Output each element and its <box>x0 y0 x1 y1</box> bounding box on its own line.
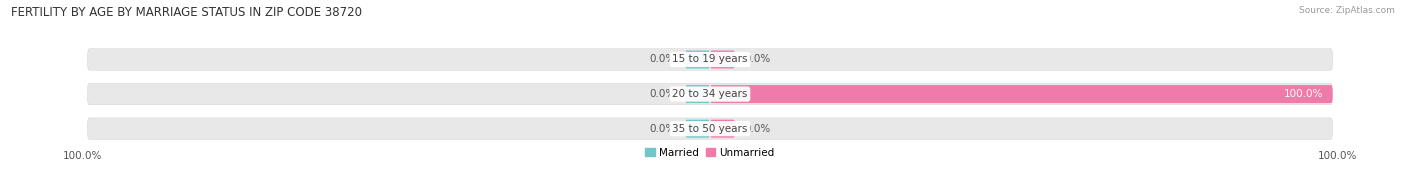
FancyBboxPatch shape <box>710 120 735 138</box>
FancyBboxPatch shape <box>685 120 710 138</box>
Text: 0.0%: 0.0% <box>650 54 676 64</box>
Text: FERTILITY BY AGE BY MARRIAGE STATUS IN ZIP CODE 38720: FERTILITY BY AGE BY MARRIAGE STATUS IN Z… <box>11 6 363 19</box>
Text: 100.0%: 100.0% <box>1284 89 1323 99</box>
FancyBboxPatch shape <box>87 83 1333 105</box>
Text: 0.0%: 0.0% <box>744 124 770 134</box>
FancyBboxPatch shape <box>87 118 1333 139</box>
Text: 0.0%: 0.0% <box>650 124 676 134</box>
FancyBboxPatch shape <box>685 51 710 68</box>
Text: 100.0%: 100.0% <box>62 151 101 161</box>
Text: Source: ZipAtlas.com: Source: ZipAtlas.com <box>1299 6 1395 15</box>
Text: 15 to 19 years: 15 to 19 years <box>672 54 748 64</box>
FancyBboxPatch shape <box>685 85 710 103</box>
Text: 0.0%: 0.0% <box>744 54 770 64</box>
FancyBboxPatch shape <box>87 49 1333 70</box>
Legend: Married, Unmarried: Married, Unmarried <box>641 143 779 162</box>
Text: 100.0%: 100.0% <box>1319 151 1358 161</box>
Text: 0.0%: 0.0% <box>650 89 676 99</box>
FancyBboxPatch shape <box>710 51 735 68</box>
Text: 35 to 50 years: 35 to 50 years <box>672 124 748 134</box>
Text: 20 to 34 years: 20 to 34 years <box>672 89 748 99</box>
FancyBboxPatch shape <box>710 85 1333 103</box>
